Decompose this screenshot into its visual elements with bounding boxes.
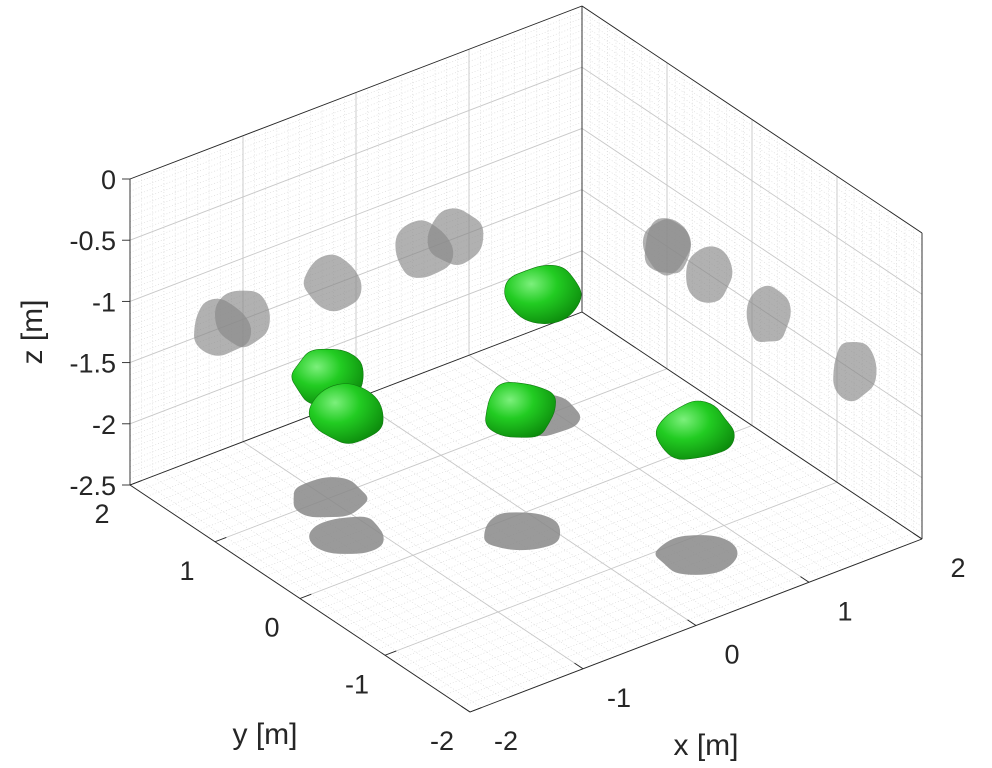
y-tick-mark	[214, 537, 227, 543]
axes-box	[122, 5, 923, 713]
isosurface-blob	[655, 400, 735, 460]
major-grid-line	[129, 66, 583, 241]
z-axis-label: z [m]	[16, 300, 49, 365]
back-wall-shadow	[427, 208, 484, 265]
x-tick-mark	[461, 705, 471, 713]
major-grid-line	[214, 368, 668, 543]
major-grid-line	[384, 481, 838, 656]
back-wall-shadow	[215, 290, 270, 348]
y-tick-label: 0	[264, 613, 279, 643]
major-grid-line	[581, 66, 923, 295]
z-tick-label: -1	[92, 287, 116, 317]
x-tick-label: 2	[950, 553, 965, 583]
y-tick-mark	[299, 593, 312, 599]
isosurface-blob	[485, 382, 556, 438]
y-tick-label: -2	[430, 726, 454, 756]
major-grid-line	[581, 250, 923, 479]
back-wall-shadow	[303, 254, 362, 312]
y-tick-label: 2	[94, 499, 109, 529]
z-tick-label: -1.5	[69, 349, 116, 379]
isosurface-blob	[504, 265, 582, 324]
x-tick-label: -2	[494, 726, 518, 756]
floor-shadow	[484, 512, 561, 551]
z-tick-label: -2	[92, 410, 116, 440]
side-wall-shadow	[746, 285, 791, 343]
box-edge	[129, 5, 583, 180]
z-tick-label: -2.5	[69, 471, 116, 501]
projection-shadows	[194, 208, 877, 575]
z-tick-label: 0	[101, 165, 116, 195]
side-wall-shadow	[833, 341, 877, 402]
y-axis-label: y [m]	[233, 718, 298, 751]
x-tick-label: 1	[837, 596, 852, 626]
x-tick-mark	[913, 532, 923, 540]
isosurface-blobs	[291, 265, 735, 460]
side-wall-shadow	[686, 246, 733, 303]
y-tick-label: 1	[179, 556, 194, 586]
x-tick-mark	[800, 576, 810, 583]
floor-shadow	[655, 535, 738, 575]
isosurface-blob	[308, 383, 384, 444]
x-tick-mark	[687, 619, 697, 626]
y-tick-mark	[129, 480, 142, 486]
y-tick-label: -1	[345, 669, 369, 699]
major-grid-line	[129, 250, 583, 425]
major-grid-line	[581, 128, 923, 356]
grid-layer	[129, 5, 923, 713]
box-edge	[581, 311, 923, 540]
y-tick-mark	[384, 650, 397, 656]
x-tick-label: -1	[607, 683, 631, 713]
x-tick-label: 0	[724, 640, 739, 670]
z-tick-label: -0.5	[69, 226, 116, 256]
side-wall-shadow	[642, 219, 692, 276]
x-tick-mark	[574, 662, 584, 670]
floor-shadow	[309, 516, 384, 554]
floor-shadow	[293, 477, 368, 518]
tick-labels: -2 -1 0 1 2 -2 -1 0 1 2 0 -0.5 -1 -1.5 -2 -2.5	[69, 165, 965, 756]
x-axis-label: x [m]	[674, 729, 739, 762]
box-edge	[581, 5, 923, 234]
major-grid-line	[129, 127, 583, 302]
y-tick-mark	[469, 707, 482, 713]
